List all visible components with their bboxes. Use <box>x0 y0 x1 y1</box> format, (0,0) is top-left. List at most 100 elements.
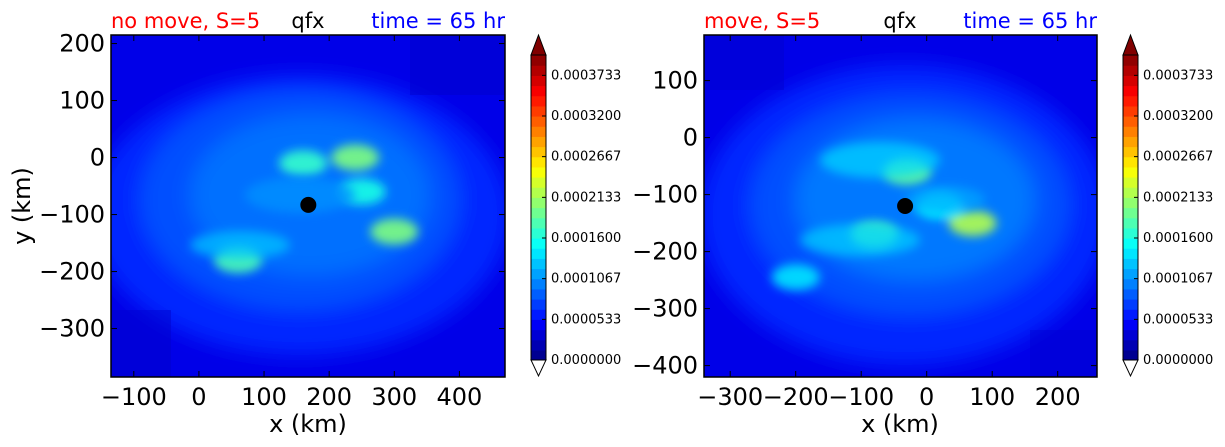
colorbar-segment <box>531 177 546 188</box>
y-tick-label: 100 <box>59 87 105 115</box>
panel-title-left: no move, S=5 <box>111 9 260 33</box>
colorbar-segment <box>1123 288 1138 300</box>
colorbar: 0.0003733 0.0003200 0.0002667 0.0002133 0.00… <box>1122 33 1213 378</box>
colorbar-segment <box>1123 146 1138 158</box>
colorbar-segment <box>531 187 546 198</box>
colorbar-segment <box>531 248 546 259</box>
feature-blob <box>771 264 820 291</box>
colorbar-tick-label: 0.0003200 <box>1143 109 1213 124</box>
feature-blob <box>331 144 380 171</box>
y-tick-label: 100 <box>652 67 698 95</box>
colorbar-segment <box>531 75 546 87</box>
y-tick-label: −200 <box>632 238 698 266</box>
panel-title-right: time = 65 hr <box>371 9 505 33</box>
x-tick-label: 300 <box>371 383 417 411</box>
colorbar-segment <box>531 156 546 168</box>
x-axis-label: x (km) <box>269 410 347 438</box>
colorbar-segment <box>1123 75 1138 87</box>
panel-no-move: no move, S=5 qfx time = 65 hr −100 0 100 20… <box>8 9 621 438</box>
colorbar-segment <box>531 288 546 300</box>
colorbar: 0.0003733 0.0003200 0.0002667 0.0002133 0.00… <box>530 33 621 378</box>
colorbar-segment <box>1123 349 1138 361</box>
colorbar-tick-label: 0.0000533 <box>551 312 621 327</box>
colorbar-segment <box>531 105 546 117</box>
y-tick-label: −300 <box>632 295 698 323</box>
colorbar-segment <box>1123 319 1138 331</box>
colorbar-segment <box>531 329 546 341</box>
colorbar-tick-label: 0.0001600 <box>551 231 621 246</box>
x-axis-label: x (km) <box>861 410 939 438</box>
panel-move: move, S=5 qfx time = 65 hr −300 −200 −100 0… <box>632 9 1213 438</box>
colorbar-segment <box>531 126 546 137</box>
colorbar-segment <box>1123 95 1138 107</box>
colorbar-segment <box>1123 197 1138 209</box>
colorbar-segment <box>531 85 546 97</box>
colorbar-segment <box>1123 166 1138 178</box>
colorbar-segment <box>1123 258 1138 270</box>
colorbar-segment <box>1123 268 1138 280</box>
feature-blob <box>370 218 419 245</box>
colorbar-segment <box>1123 339 1138 351</box>
colorbar-segment <box>1123 217 1138 229</box>
colorbar-segment <box>531 116 546 127</box>
feature-blob <box>948 210 997 237</box>
colorbar-segment <box>1123 55 1138 66</box>
x-tick-label: 400 <box>437 383 483 411</box>
y-tick-label: −200 <box>39 258 105 286</box>
x-tick-label: −100 <box>101 383 167 411</box>
colorbar-tick-label: 0.0002667 <box>1143 150 1213 165</box>
colorbar-segment <box>531 309 546 320</box>
y-tick-label: −400 <box>632 352 698 380</box>
colorbar-segment <box>531 197 546 209</box>
x-tick-label: 200 <box>306 383 352 411</box>
colorbar-tick-label: 0.0000000 <box>1143 353 1213 368</box>
colorbar-segment <box>1123 105 1138 117</box>
y-axis-label: y (km) <box>8 167 36 245</box>
x-tick-label: −200 <box>763 383 829 411</box>
colorbar-tick-label: 0.0002667 <box>551 150 621 165</box>
colorbar-extend-max <box>530 33 547 56</box>
colorbar-extend-max <box>1122 33 1139 56</box>
colorbar-segment <box>531 349 546 361</box>
heatmap-field <box>111 35 505 377</box>
colorbar-tick-label: 0.0001067 <box>551 272 621 287</box>
y-tick-label: 0 <box>683 124 698 152</box>
colorbar-segment <box>531 95 546 107</box>
colorbar-segment <box>531 299 546 310</box>
colorbar-segment <box>1123 136 1138 148</box>
colorbar-segment <box>531 268 546 280</box>
colorbar-tick-label: 0.0002133 <box>1143 190 1213 205</box>
colorbar-segment <box>531 339 546 351</box>
colorbar-segment <box>1123 177 1138 188</box>
colorbar-segment <box>1123 156 1138 168</box>
x-tick-label: 200 <box>1035 383 1081 411</box>
colorbar-tick-label: 0.0001600 <box>1143 231 1213 246</box>
colorbar-segment <box>1123 65 1138 76</box>
colorbar-frame <box>530 54 547 361</box>
colorbar-segment <box>1123 309 1138 320</box>
colorbar-segment <box>531 55 546 66</box>
colorbar-tick-label: 0.0000000 <box>551 353 621 368</box>
x-tick-label: −300 <box>697 383 763 411</box>
colorbar-segment <box>531 207 546 219</box>
x-tick-label: 0 <box>191 383 206 411</box>
colorbar-segment <box>531 227 546 239</box>
y-tick-label: −100 <box>39 201 105 229</box>
x-tick-label: 100 <box>241 383 287 411</box>
plot-frame <box>703 34 1098 378</box>
colorbar-segment <box>1123 227 1138 239</box>
colorbar-segment <box>1123 238 1138 249</box>
y-tick-label: −100 <box>632 181 698 209</box>
colorbar-tick-label: 0.0003200 <box>551 109 621 124</box>
storm-center-marker <box>300 196 317 213</box>
panel-title-center: qfx <box>883 9 916 33</box>
colorbar-segment <box>531 278 546 290</box>
colorbar-tick-label: 0.0003733 <box>1143 68 1213 83</box>
plot-frame <box>110 34 506 378</box>
storm-center-marker <box>897 198 914 214</box>
colorbar-segment <box>1123 248 1138 259</box>
colorbar-segment <box>531 166 546 178</box>
colorbar-frame <box>1122 54 1139 361</box>
colorbar-tick-label: 0.0000533 <box>1143 312 1213 327</box>
